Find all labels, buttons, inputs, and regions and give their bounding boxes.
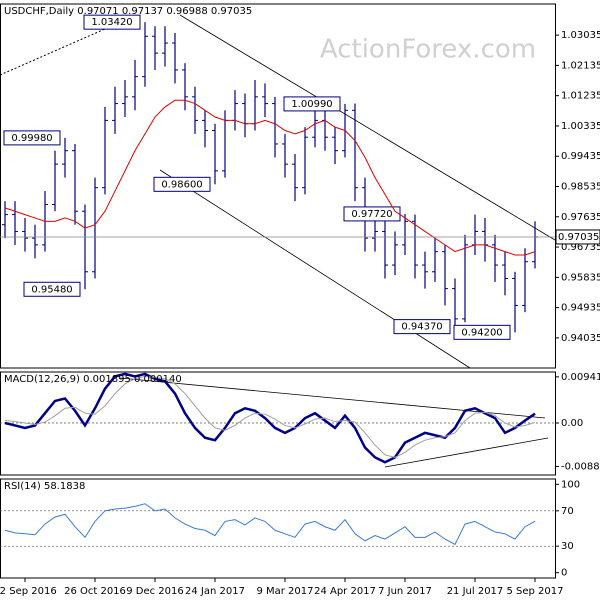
y-tick-label: 0.96735 — [561, 242, 600, 253]
price-label-box — [283, 96, 341, 112]
x-tick-label: 5 Sep 2017 — [506, 586, 563, 597]
x-tick-label: 9 Dec 2016 — [126, 586, 184, 597]
panel-frame — [0, 478, 556, 579]
y-tick-label: 0.99435 — [561, 151, 600, 162]
price-label: 0.94370 — [401, 322, 442, 333]
price-label: 0.95480 — [31, 284, 72, 295]
price-label-box — [153, 176, 211, 192]
y-tick-label: 100 — [561, 479, 580, 490]
y-tick-label: 0.97635 — [561, 212, 600, 223]
watermark: ActionForex.com — [320, 35, 536, 65]
y-tick-label: 30 — [561, 541, 574, 552]
rsi-title: RSI(14) 58.1838 — [4, 481, 85, 492]
y-tick-label: 0.94035 — [561, 333, 600, 344]
x-tick-label: 9 Mar 2017 — [256, 586, 313, 597]
price-label: 0.98600 — [161, 179, 202, 190]
y-tick-label: 1.02135 — [561, 60, 600, 71]
price-label: 0.99980 — [11, 133, 52, 144]
x-tick-label: 24 Apr 2017 — [314, 586, 376, 597]
channel-line — [159, 169, 471, 369]
price-label-box — [3, 130, 61, 146]
price-label-box — [23, 281, 81, 297]
y-tick-label: 0.009411 — [561, 372, 600, 383]
y-tick-label: 0.00 — [561, 418, 583, 429]
trend-line — [384, 437, 549, 468]
price-label: 1.00990 — [291, 99, 332, 110]
price-label-box — [83, 14, 141, 30]
y-tick-label: 0.98535 — [561, 182, 600, 193]
price-label-box — [393, 319, 451, 335]
current-price-box — [555, 229, 600, 245]
price-label-box — [453, 324, 511, 340]
x-tick-label: 26 Oct 2016 — [64, 586, 126, 597]
price-label: 1.03420 — [91, 17, 132, 28]
y-tick-label: 0.94935 — [561, 303, 600, 314]
x-tick-label: 21 Jul 2017 — [447, 586, 504, 597]
price-label: 0.94200 — [461, 327, 502, 338]
moving-average — [4, 99, 536, 256]
y-tick-label: 70 — [561, 506, 574, 517]
x-tick-label: 24 Jan 2017 — [185, 586, 245, 597]
price-label: 0.97720 — [351, 209, 392, 220]
current-price-label: 0.97035 — [558, 232, 599, 243]
y-tick-label: 0 — [561, 568, 567, 579]
y-tick-label: 1.03035 — [561, 30, 600, 41]
y-tick-label: 1.01235 — [561, 91, 600, 102]
panel-frame — [0, 3, 556, 369]
y-tick-label: 0.95835 — [561, 272, 600, 283]
macd-title: MACD(12,26,9) 0.001895 0.000140 — [4, 374, 182, 385]
indicator-line — [4, 503, 536, 546]
y-tick-label: -0.008852 — [561, 461, 600, 472]
price-title: USDCHF,Daily 0.97071 0.97137 0.96988 0.9… — [4, 6, 252, 17]
x-tick-label: 7 Jun 2017 — [378, 586, 432, 597]
indicator-line — [4, 375, 536, 458]
x-tick-label: 12 Sep 2016 — [0, 586, 57, 597]
channel-line — [179, 14, 556, 241]
plot-layer: 1.03035 1.02135 1.01235 1.00335 0.99435 0.985… — [0, 3, 600, 597]
trend-line — [119, 377, 546, 419]
price-label-box — [343, 206, 401, 222]
y-tick-label: 1.00335 — [561, 121, 600, 132]
